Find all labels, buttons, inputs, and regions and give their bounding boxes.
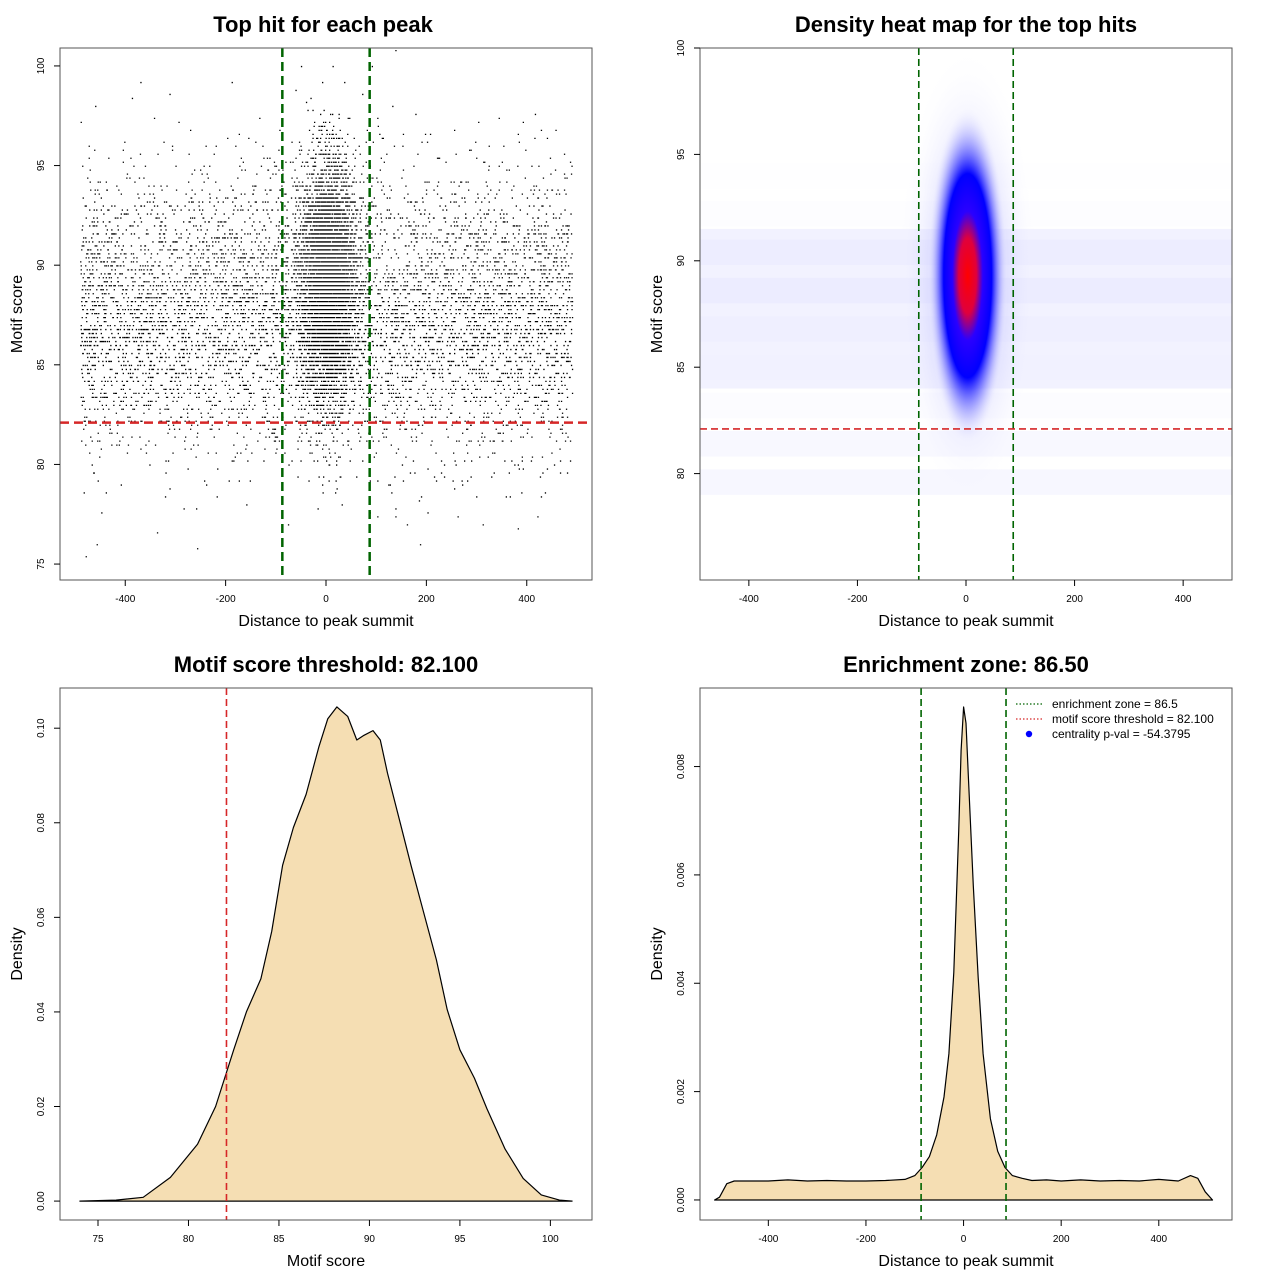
y-tick-label: 90 bbox=[36, 259, 47, 271]
y-tick-label: 80 bbox=[676, 468, 687, 480]
x-tick-label: 100 bbox=[542, 1234, 559, 1245]
y-tick-label: 85 bbox=[676, 361, 687, 373]
chart-title: Motif score threshold: 82.100 bbox=[174, 652, 478, 677]
y-tick-label: 90 bbox=[676, 255, 687, 267]
legend-label-threshold: motif score threshold = 82.100 bbox=[1052, 712, 1214, 726]
y-tick-label: 75 bbox=[36, 558, 47, 570]
x-tick-label: 0 bbox=[963, 594, 969, 605]
x-tick-label: -200 bbox=[216, 594, 236, 605]
x-axis: -400 -200 0 200 400 bbox=[758, 1220, 1168, 1245]
x-tick-label: -200 bbox=[856, 1234, 876, 1245]
scatter-point-cloud bbox=[80, 50, 574, 558]
y-tick-label: 95 bbox=[36, 160, 47, 172]
x-tick-label: 200 bbox=[1066, 594, 1083, 605]
y-axis: 0.000 0.002 0.004 0.006 0.008 bbox=[676, 754, 700, 1212]
x-axis: 75 80 85 90 95 100 bbox=[92, 1220, 559, 1245]
reference-lines bbox=[700, 48, 1232, 580]
x-tick-label: 0 bbox=[961, 1234, 967, 1245]
y-tick-label: 0.08 bbox=[36, 813, 47, 833]
heatmap-panel: Density heat map for the top hits -400 -2… bbox=[649, 12, 1233, 630]
y-tick-label: 0.006 bbox=[676, 862, 687, 887]
legend-label-enrichment: enrichment zone = 86.5 bbox=[1052, 697, 1178, 711]
scatter-points bbox=[80, 50, 574, 558]
y-tick-label: 95 bbox=[676, 148, 687, 160]
x-tick-label: 200 bbox=[418, 594, 435, 605]
x-axis: -400 -200 0 200 400 bbox=[115, 580, 536, 605]
y-tick-label: 0.000 bbox=[676, 1187, 687, 1212]
x-tick-label: -400 bbox=[758, 1234, 778, 1245]
y-tick-label: 100 bbox=[36, 57, 47, 74]
y-axis: 75 80 85 90 95 100 bbox=[36, 57, 60, 570]
y-tick-label: 100 bbox=[676, 39, 687, 56]
scatter-panel: Top hit for each peak -400 -200 0 200 400 75… bbox=[9, 12, 593, 630]
reference-lines bbox=[60, 48, 592, 580]
chart-title: Top hit for each peak bbox=[213, 12, 433, 37]
x-axis-label: Distance to peak summit bbox=[238, 613, 414, 630]
y-tick-label: 0.004 bbox=[676, 970, 687, 995]
legend-label-pval: centrality p-val = -54.3795 bbox=[1052, 727, 1191, 741]
legend: enrichment zone = 86.5 motif score thres… bbox=[1016, 697, 1214, 741]
y-tick-label: 0.008 bbox=[676, 754, 687, 779]
y-tick-label: 0.04 bbox=[36, 1002, 47, 1022]
x-tick-label: 400 bbox=[1150, 1234, 1167, 1245]
x-tick-label: 95 bbox=[454, 1234, 466, 1245]
x-tick-label: 200 bbox=[1053, 1234, 1070, 1245]
x-tick-label: -200 bbox=[847, 594, 867, 605]
y-axis-label: Motif score bbox=[649, 275, 666, 353]
y-axis: 80 85 90 95 100 bbox=[676, 39, 700, 479]
distance-density-panel: Enrichment zone: 86.50 -400 -200 0 200 400 0… bbox=[649, 652, 1233, 1270]
x-axis-label: Motif score bbox=[287, 1253, 365, 1270]
x-tick-label: -400 bbox=[739, 594, 759, 605]
y-axis: 0.00 0.02 0.04 0.06 0.08 0.10 bbox=[36, 718, 60, 1211]
chart-title: Density heat map for the top hits bbox=[795, 12, 1137, 37]
chart-title: Enrichment zone: 86.50 bbox=[843, 652, 1089, 677]
reference-lines bbox=[920, 688, 1007, 1220]
y-tick-label: 85 bbox=[36, 359, 47, 371]
plot-frame bbox=[699, 687, 1233, 1221]
x-axis-label: Distance to peak summit bbox=[878, 613, 1054, 630]
score-density-panel: Motif score threshold: 82.100 75 80 85 90 95… bbox=[9, 652, 593, 1270]
x-tick-label: 400 bbox=[1175, 594, 1192, 605]
density-area bbox=[79, 706, 573, 1202]
x-tick-label: 80 bbox=[183, 1234, 195, 1245]
heatmap-core bbox=[927, 105, 1008, 446]
y-axis-label: Motif score bbox=[9, 275, 26, 353]
plot-frame bbox=[59, 687, 593, 1221]
y-axis-label: Density bbox=[9, 927, 26, 980]
x-tick-label: 400 bbox=[518, 594, 535, 605]
density-area bbox=[714, 706, 1214, 1201]
y-tick-label: 0.10 bbox=[36, 718, 47, 738]
y-tick-label: 0.02 bbox=[36, 1096, 47, 1116]
x-tick-label: 75 bbox=[92, 1234, 104, 1245]
y-tick-label: 80 bbox=[36, 458, 47, 470]
y-tick-label: 0.00 bbox=[36, 1191, 47, 1211]
x-tick-label: 90 bbox=[364, 1234, 376, 1245]
x-tick-label: 0 bbox=[323, 594, 329, 605]
y-tick-label: 0.002 bbox=[676, 1079, 687, 1104]
y-axis-label: Density bbox=[649, 927, 666, 980]
x-tick-label: -400 bbox=[115, 594, 135, 605]
x-tick-label: 85 bbox=[273, 1234, 285, 1245]
y-tick-label: 0.06 bbox=[36, 907, 47, 927]
x-axis: -400 -200 0 200 400 bbox=[739, 580, 1192, 605]
legend-swatch-pval bbox=[1025, 730, 1033, 738]
x-axis-label: Distance to peak summit bbox=[878, 1253, 1054, 1270]
